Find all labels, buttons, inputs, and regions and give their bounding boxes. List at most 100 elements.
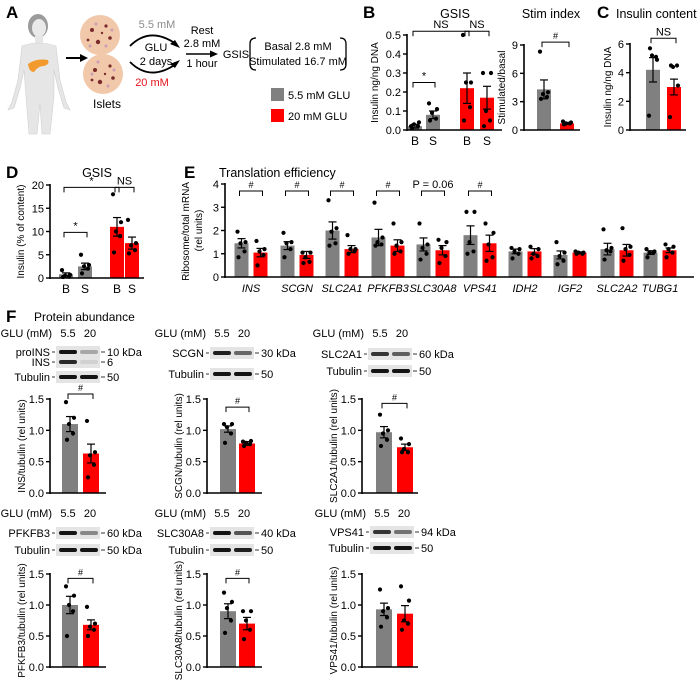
data-point <box>67 272 73 277</box>
legend-swatch-20 <box>271 109 284 122</box>
data-point <box>620 226 625 231</box>
blot-strip <box>56 527 100 539</box>
y-tick-label: 1.5 <box>186 394 201 406</box>
data-point <box>675 83 681 88</box>
legend-swatch-5-5 <box>271 88 284 101</box>
legend-label-20: 20 mM GLU <box>288 111 347 123</box>
data-point <box>424 251 429 256</box>
protein-band <box>59 531 77 535</box>
data-point <box>537 49 543 54</box>
y-tick-label: 0.0 <box>341 662 356 674</box>
data-point <box>92 621 98 626</box>
data-point <box>486 242 491 247</box>
y-tick-label: 1.5 <box>29 394 44 406</box>
significance-bracket <box>381 402 408 409</box>
data-point <box>224 425 230 430</box>
data-point <box>623 247 628 252</box>
protein-band <box>234 372 252 376</box>
y-tick-label: 2 <box>213 226 219 238</box>
data-point <box>517 247 522 252</box>
data-point <box>78 252 84 257</box>
x-tick-label: S <box>483 134 491 148</box>
x-tick-label: S <box>128 282 136 296</box>
data-point <box>645 255 650 260</box>
significance-label: # <box>339 180 344 190</box>
bar <box>643 252 658 277</box>
blot-vps41: GLU (mM) 5.5 20 VPS41 94 kDa Tubulin 50 <box>315 508 457 555</box>
significance-bracket <box>225 577 250 584</box>
data-point <box>282 255 287 260</box>
data-point <box>461 118 467 123</box>
y-tick-label: 1.0 <box>29 600 44 612</box>
data-point <box>300 250 305 255</box>
y-axis-label: SLC2A1/tubulin (rel units) <box>329 389 340 503</box>
lane-label: 5.5 <box>214 328 229 340</box>
molecular-weight-label: 6 <box>107 357 113 369</box>
y-tick-label: 0 <box>512 125 518 137</box>
y-tick-label: 9 <box>512 40 518 52</box>
data-point <box>406 442 412 447</box>
data-point <box>536 247 541 252</box>
blot-strip <box>368 348 412 360</box>
significance-bracket <box>285 190 309 196</box>
data-point <box>85 475 91 480</box>
data-point <box>644 247 649 252</box>
molecular-weight-label: 10 kDa <box>107 347 143 359</box>
data-point <box>70 609 76 614</box>
significance-bracket <box>225 406 250 413</box>
data-point <box>377 587 383 592</box>
significance-label: # <box>294 180 299 190</box>
data-point <box>84 604 90 609</box>
molecular-weight-label: 60 kDa <box>107 528 143 540</box>
protein-band <box>213 351 231 355</box>
y-axis-label: SCGN/tubulin (rel units) <box>174 393 185 499</box>
data-point <box>222 440 228 445</box>
data-point <box>81 264 87 269</box>
x-tick-label: SLC2A2 <box>597 283 638 295</box>
y-tick-label: 3 <box>213 202 219 214</box>
protein-label: SLC30A8 <box>157 528 204 540</box>
data-point <box>288 247 293 252</box>
data-point <box>465 251 470 256</box>
significance-bracket <box>412 30 470 37</box>
data-point <box>91 462 97 467</box>
data-point <box>510 256 515 261</box>
data-point <box>399 450 405 455</box>
data-point <box>385 606 391 611</box>
data-point <box>480 70 486 76</box>
data-point <box>303 255 308 260</box>
data-point <box>483 108 489 114</box>
chart-b-gsis: GSIS 0.0 0.1 0.2 0.3 0.4 0.5 Insulin ng/ng DNA B… <box>370 7 502 148</box>
data-point <box>555 262 560 267</box>
data-point <box>241 443 247 449</box>
data-point <box>307 259 312 264</box>
bar <box>376 609 392 667</box>
protein-band <box>59 548 77 552</box>
human-figure-icon <box>7 14 71 135</box>
significance-label: NS <box>117 175 132 187</box>
protein-label: Tubulin <box>328 543 364 555</box>
data-point <box>628 244 633 249</box>
x-tick-label: S <box>81 282 89 296</box>
data-point <box>334 226 339 231</box>
lane-label: 20 <box>238 508 250 520</box>
protein-band <box>394 546 412 550</box>
x-tick-label: B <box>463 134 471 148</box>
data-point <box>222 630 228 636</box>
data-point <box>568 120 574 125</box>
data-point <box>464 209 469 214</box>
data-point <box>380 431 386 436</box>
significance-bracket <box>468 190 492 196</box>
molecular-weight-label: 50 <box>419 366 431 378</box>
bar <box>110 226 124 278</box>
data-point <box>627 252 632 258</box>
y-tick-label: 0.5 <box>341 631 356 643</box>
panel-a: A Islets 5.5 mM GLU 2 days <box>6 3 350 135</box>
protein-label: Tubulin <box>14 372 50 384</box>
data-point <box>560 119 566 124</box>
significance-label: # <box>385 180 390 190</box>
y-axis-label: Ribosome/total mRNA <box>181 182 192 281</box>
significance-bracket <box>63 186 120 193</box>
protein-band <box>59 375 77 379</box>
